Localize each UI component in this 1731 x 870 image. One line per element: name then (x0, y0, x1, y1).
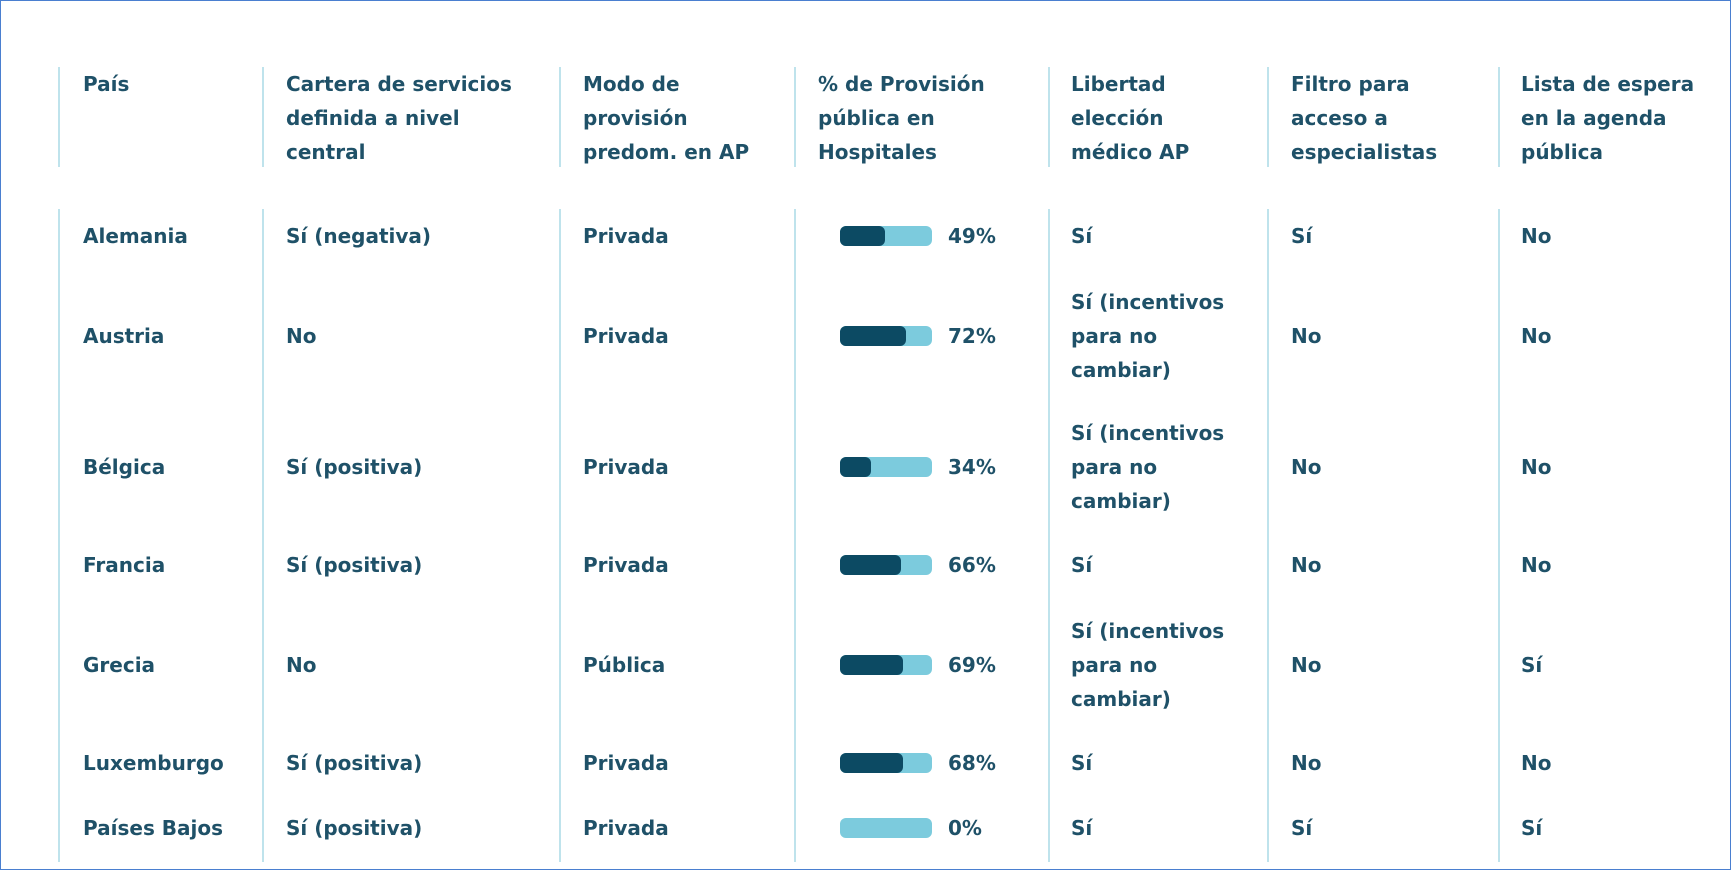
table-cell: Privada (583, 751, 669, 775)
table-cell: No (1521, 324, 1552, 348)
table-cell: Alemania (83, 224, 188, 248)
bar-label: 0% (948, 816, 982, 840)
column-separator (1267, 67, 1269, 167)
table-cell: Sí (incentivos para no cambiar) (1071, 421, 1225, 513)
table-cell: Países Bajos (83, 816, 224, 840)
table-cell: Sí (1521, 816, 1543, 840)
table-cell: Privada (583, 224, 669, 248)
table-cell: Pública (583, 653, 666, 677)
table-cell: Sí (positiva) (286, 751, 423, 775)
table-cell: Sí (negativa) (286, 224, 432, 248)
column-separator (1048, 67, 1050, 167)
bar-fill (840, 326, 907, 346)
bar-label: 49% (948, 224, 996, 248)
table-cell: Sí (1071, 816, 1093, 840)
table-cell: Sí (1071, 751, 1093, 775)
table-cell: No (1291, 553, 1322, 577)
column-header: Filtro para acceso a especialistas (1291, 72, 1438, 164)
bar-fill (840, 226, 886, 246)
column-separator (794, 67, 796, 167)
column-separator (1498, 67, 1500, 167)
table-cell: Privada (583, 816, 669, 840)
table-cell: Sí (incentivos para no cambiar) (1071, 619, 1225, 711)
column-header: País (83, 72, 130, 96)
table-cell: Grecia (83, 653, 156, 677)
column-separator (262, 67, 264, 167)
table-cell: Sí (positiva) (286, 816, 423, 840)
table-cell: Sí (1521, 653, 1543, 677)
table-cell: Privada (583, 455, 669, 479)
table-cell: Austria (83, 324, 165, 348)
bar-label: 66% (948, 553, 996, 577)
column-separator (559, 67, 561, 167)
table-cell: Sí (1071, 553, 1093, 577)
bar-track (840, 818, 932, 838)
table-cell: No (286, 324, 317, 348)
table-cell: No (1521, 553, 1552, 577)
table-cell: No (1291, 455, 1322, 479)
table-cell: No (1291, 653, 1322, 677)
table-cell: Privada (583, 553, 669, 577)
table-cell: No (1521, 224, 1552, 248)
column-separator (1048, 209, 1050, 862)
bar-label: 34% (948, 455, 996, 479)
table-cell: Luxemburgo (83, 751, 224, 775)
table-cell: No (1521, 751, 1552, 775)
column-header: % de Provisión pública en Hospitales (818, 72, 985, 164)
table-cell: Bélgica (83, 455, 166, 479)
table-cell: No (1521, 455, 1552, 479)
column-header: Modo de provisión predom. en AP (583, 72, 750, 164)
column-separator (794, 209, 796, 862)
column-header: Cartera de servicios definida a nivel ce… (286, 72, 512, 164)
table-cell: No (1291, 324, 1322, 348)
table-cell: Sí (incentivos para no cambiar) (1071, 290, 1225, 382)
table-cell: Privada (583, 324, 669, 348)
column-separator (559, 209, 561, 862)
column-separator (1498, 209, 1500, 862)
bar-label: 68% (948, 751, 996, 775)
bar-fill (840, 753, 903, 773)
column-header: Lista de espera en la agenda pública (1521, 72, 1695, 164)
table-cell: No (1291, 751, 1322, 775)
bar-label: 69% (948, 653, 996, 677)
table-cell: Sí (1071, 224, 1093, 248)
column-header: Libertad elección médico AP (1071, 72, 1190, 164)
column-separator (58, 67, 60, 167)
column-separator (262, 209, 264, 862)
bar-fill (840, 655, 904, 675)
column-separator (58, 209, 60, 862)
table-cell: Francia (83, 553, 166, 577)
table-cell: Sí (1291, 224, 1313, 248)
table-cell: Sí (positiva) (286, 455, 423, 479)
bar-fill (840, 555, 901, 575)
table-cell: Sí (positiva) (286, 553, 423, 577)
bar-fill (840, 457, 872, 477)
bar-label: 72% (948, 324, 996, 348)
table-cell: No (286, 653, 317, 677)
table-cell: Sí (1291, 816, 1313, 840)
column-separator (1267, 209, 1269, 862)
